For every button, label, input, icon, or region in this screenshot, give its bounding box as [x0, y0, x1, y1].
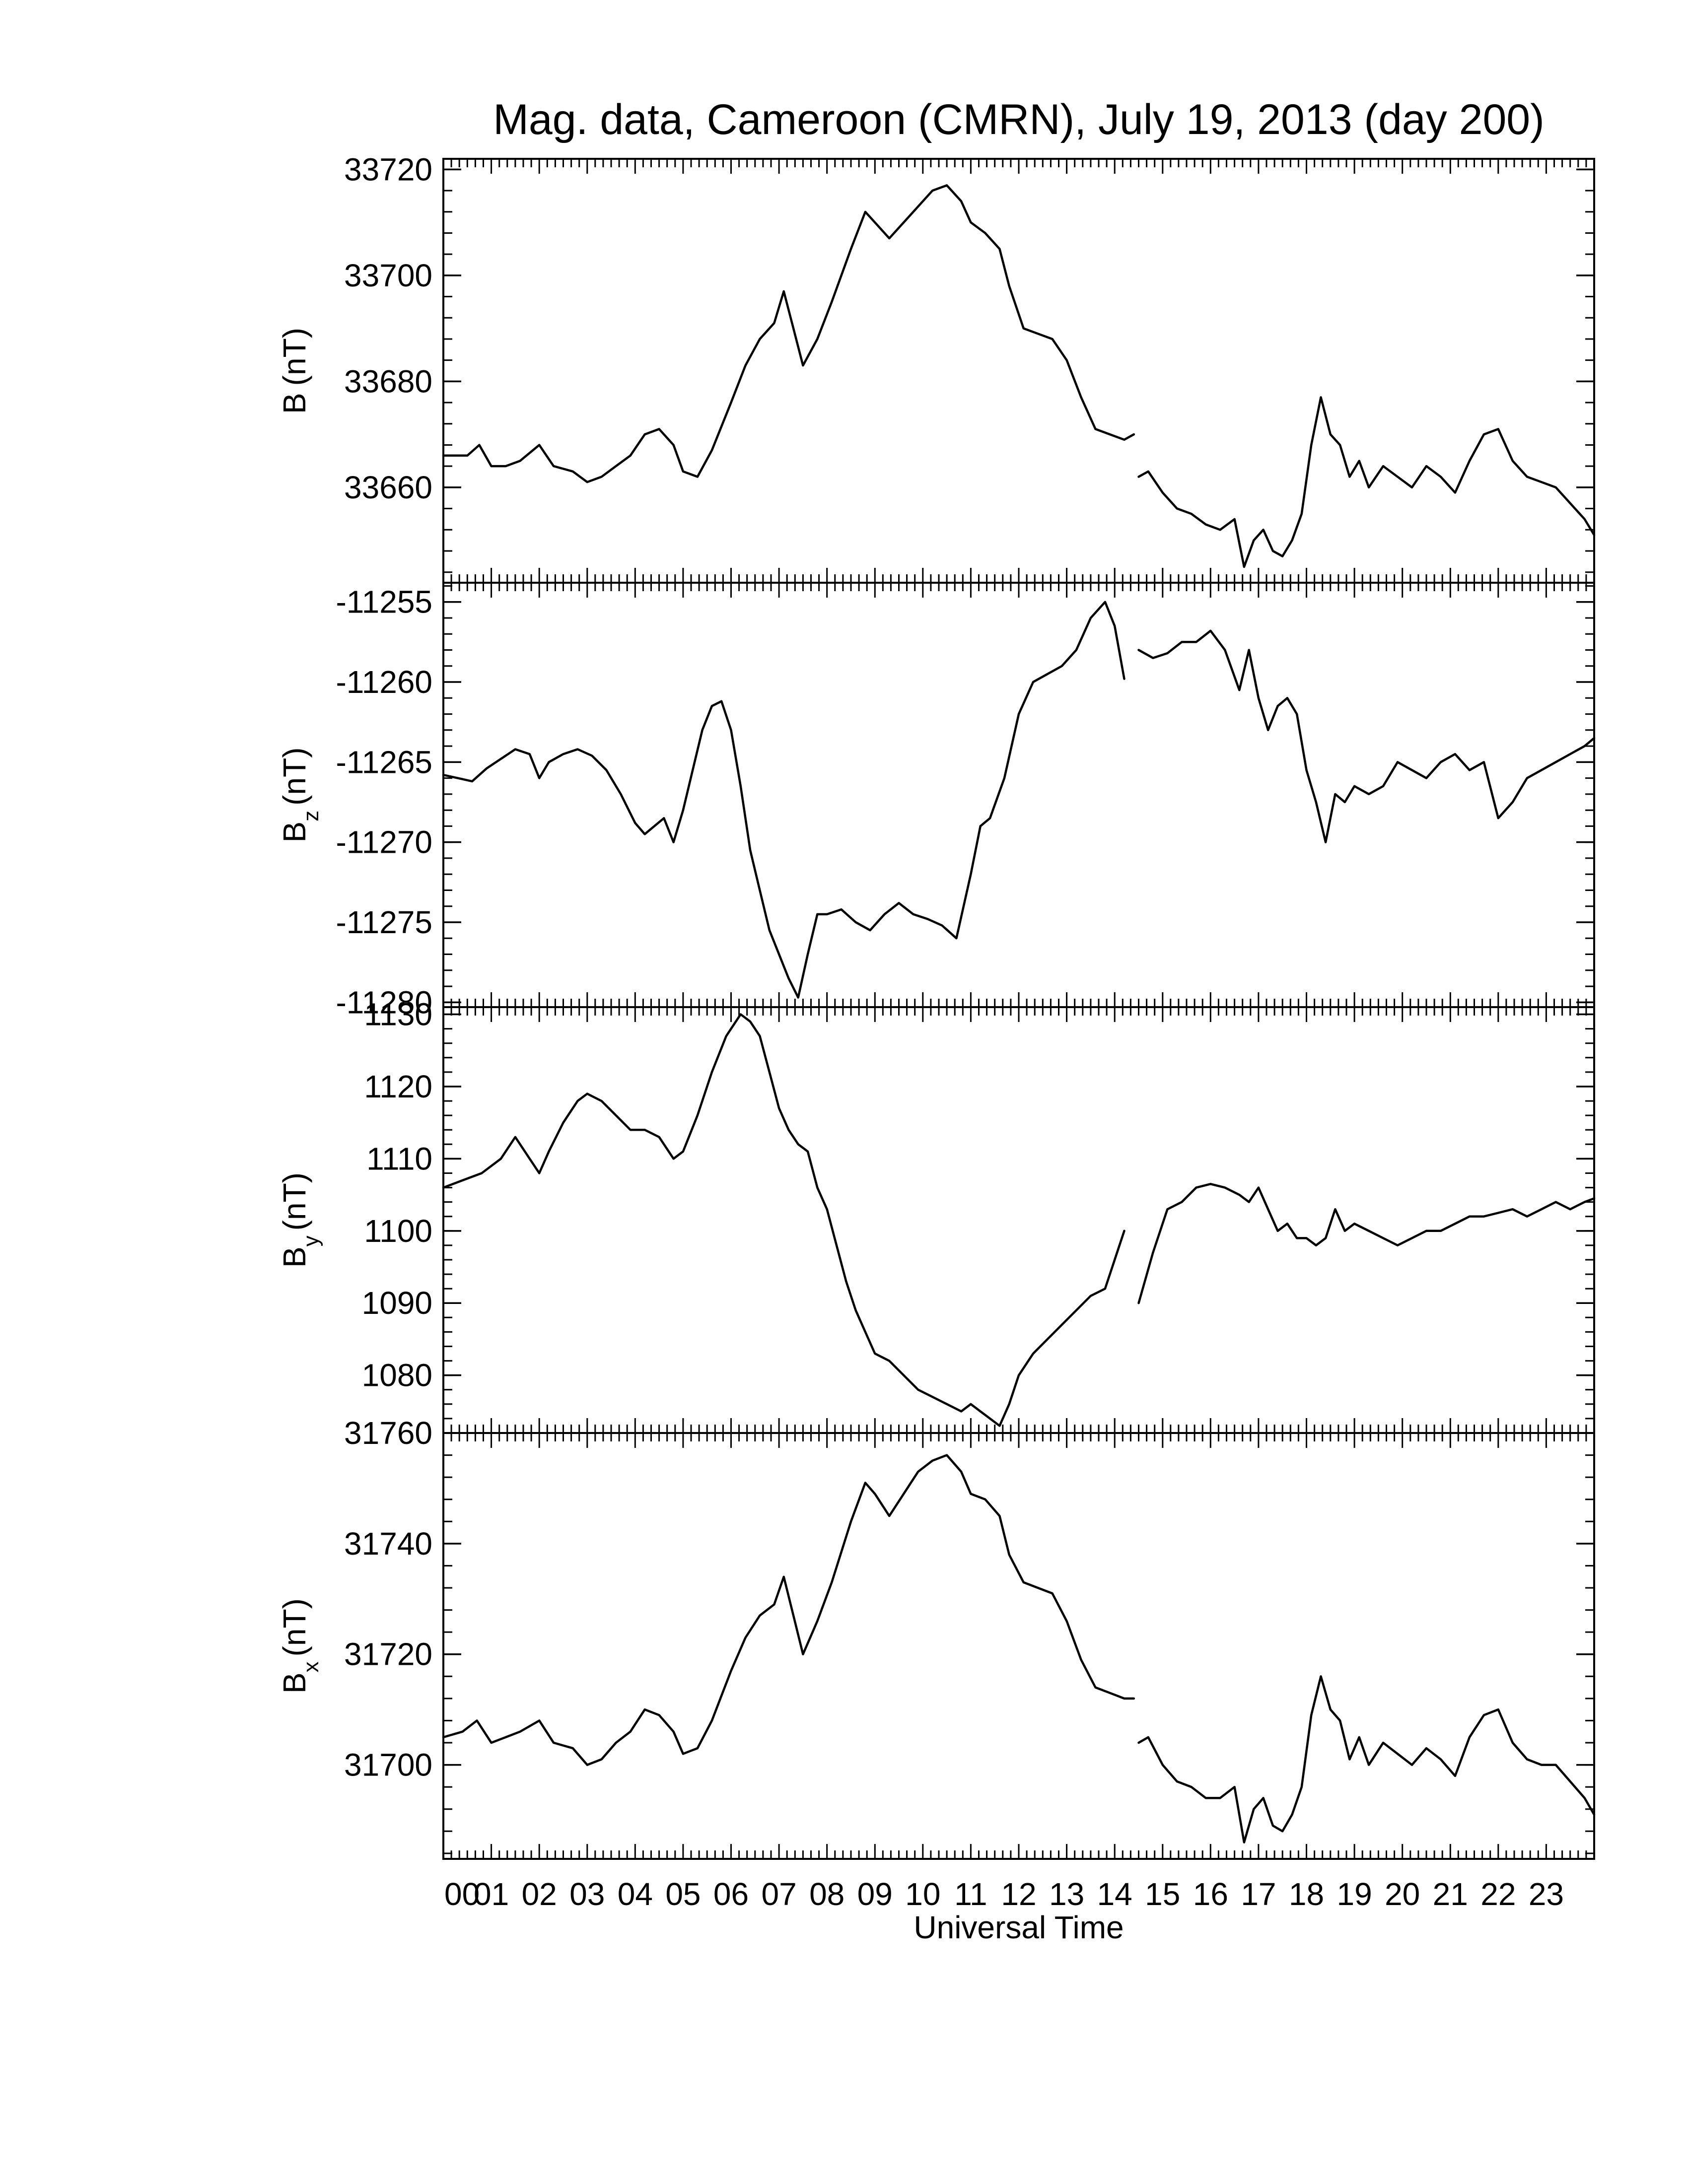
x-tick-label: 16	[1193, 1876, 1228, 1912]
x-tick-label: 18	[1289, 1876, 1324, 1912]
y-tick-label: -11260	[336, 664, 432, 700]
y-tick-label: 33720	[344, 151, 432, 187]
x-tick-label: 06	[713, 1876, 749, 1912]
x-ticks	[442, 159, 1595, 583]
x-ticks	[442, 1433, 1595, 1859]
x-tick-label: 02	[522, 1876, 557, 1912]
x-tick-label: 21	[1433, 1876, 1468, 1912]
y-tick-label: 1100	[364, 1213, 432, 1249]
x-tick-label: 03	[569, 1876, 605, 1912]
panels: 33660336803370033720B(nT)-11280-11275-11…	[277, 151, 1596, 1860]
y-tick-label: 1120	[364, 1069, 432, 1104]
y-axis-label-subscript: x	[299, 1661, 323, 1672]
data-line-Bx	[1137, 1675, 1596, 1843]
y-axis-label-main: B	[277, 1672, 312, 1694]
data-line-B	[442, 184, 1135, 483]
x-axis-label: Universal Time	[914, 1910, 1124, 1945]
x-tick-label: 01	[474, 1876, 509, 1912]
y-tick-label: 33660	[344, 470, 432, 505]
chart-title: Mag. data, Cameroon (CMRN), July 19, 201…	[493, 96, 1545, 143]
y-axis-label-main: B	[277, 1246, 312, 1268]
y-axis-label-unit: (nT)	[277, 328, 312, 386]
y-tick-label: -11270	[336, 824, 432, 860]
y-tick-label: 33680	[344, 363, 432, 399]
x-tick-label: 04	[618, 1876, 653, 1912]
y-axis-label-unit: (nT)	[277, 1172, 312, 1230]
y-minor-ticks	[443, 1014, 1594, 1434]
y-tick-label: 31760	[344, 1415, 432, 1451]
x-tick-label: 17	[1241, 1876, 1276, 1912]
x-tick-label: 09	[857, 1876, 893, 1912]
y-tick-label: 1110	[366, 1141, 432, 1176]
y-axis-label-main: B	[277, 393, 312, 414]
plot-frame	[442, 1006, 1595, 1434]
x-tick-label: 00	[444, 1876, 480, 1912]
y-axis-label: B (nT)	[277, 328, 312, 414]
y-axis-label: By (nT)	[277, 1172, 323, 1268]
y-axis-label-unit: (nT)	[277, 748, 312, 806]
y-tick-label: 1130	[364, 997, 432, 1032]
data-line-Bx	[442, 1454, 1135, 1766]
plot-frame	[442, 582, 1595, 1008]
x-tick-label: 07	[761, 1876, 796, 1912]
y-axis-label-unit: (nT)	[277, 1598, 312, 1656]
y-tick-label: -11280	[336, 984, 432, 1020]
y-axis-label-subscript: y	[299, 1235, 323, 1246]
x-tick-label: 22	[1480, 1876, 1516, 1912]
panel-By: 1080 1090 1100 1110 1120 1130 By (nT)	[277, 997, 1596, 1434]
y-tick-label: 31720	[344, 1637, 432, 1672]
x-tick-label: 19	[1336, 1876, 1372, 1912]
y-minor-ticks	[443, 168, 1594, 573]
x-tick-label: 15	[1145, 1876, 1180, 1912]
data-line-Bz	[1137, 629, 1596, 843]
x-tick-label: 14	[1097, 1876, 1132, 1912]
plot-frame	[442, 1432, 1595, 1860]
x-tick-label: 05	[665, 1876, 701, 1912]
plot-frame	[442, 158, 1595, 584]
data-line-B	[1137, 396, 1596, 568]
panel-B: 33660 33680 33700 33720 B (nT)	[277, 151, 1596, 584]
y-tick-label: 1080	[362, 1358, 432, 1393]
data-line-By	[442, 1013, 1125, 1427]
x-tick-label: 11	[954, 1876, 987, 1912]
x-ticks	[442, 583, 1595, 1007]
y-minor-ticks	[443, 585, 1594, 1003]
y-tick-label: -11265	[336, 744, 432, 780]
x-tick-label: 10	[905, 1876, 940, 1912]
y-tick-label: -11255	[336, 584, 432, 620]
x-tick-label: 13	[1049, 1876, 1084, 1912]
y-minor-ticks	[443, 1432, 1594, 1854]
panel-Bz: -11280 -11275 -11270 -11265 -11260 -11255 Bz (n…	[277, 582, 1596, 1020]
x-tick-label: 23	[1529, 1876, 1564, 1912]
panel-Bx: 31700 31720 31740 31760 Bx (nT)	[277, 1415, 1596, 1860]
y-tick-label: 33700	[344, 258, 432, 293]
y-tick-label: 31740	[344, 1526, 432, 1562]
x-tick-label: 08	[809, 1876, 844, 1912]
y-tick-label: 1090	[362, 1285, 432, 1321]
data-line-Bz	[442, 601, 1125, 999]
x-ticks	[442, 1007, 1595, 1433]
y-tick-label: 31700	[344, 1747, 432, 1783]
y-axis-label-main: B	[277, 821, 312, 843]
x-tick-label: 12	[1001, 1876, 1036, 1912]
y-axis-label: Bx (nT)	[277, 1598, 323, 1694]
x-tick-label: 20	[1385, 1876, 1420, 1912]
data-line-By	[1137, 1183, 1596, 1304]
y-axis-label: Bz (nT)	[277, 748, 323, 843]
y-tick-label: -11275	[336, 904, 432, 940]
y-axis-label-subscript: z	[299, 811, 323, 821]
